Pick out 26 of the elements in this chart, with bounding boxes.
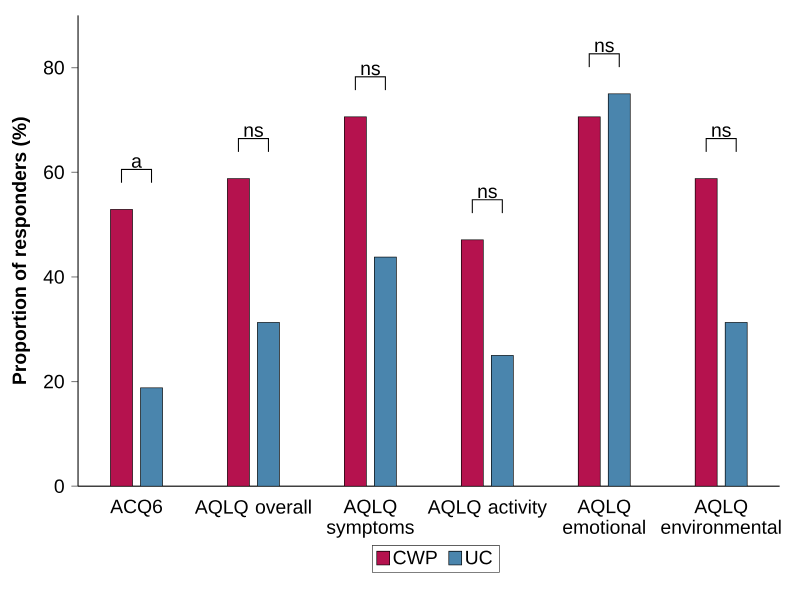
annotation: ns — [478, 187, 497, 198]
y-axis-title: Proportion of responders (%) — [12, 117, 30, 384]
bar — [724, 322, 748, 486]
y-tick-label: 40 — [44, 270, 64, 284]
y-tick-label: 0 — [54, 479, 64, 493]
bar — [374, 256, 397, 486]
annotation: ns — [361, 64, 380, 76]
bar — [490, 354, 514, 486]
annotation: ns — [595, 41, 614, 52]
x-tick-label: AQLQ emotional — [563, 499, 645, 534]
annotation: ns — [712, 126, 731, 137]
x-tick-label: ACQ6 — [110, 499, 162, 517]
bar — [257, 322, 280, 486]
x-tick-label: AQLQ environmental — [661, 499, 781, 534]
y-tick-label: 80 — [44, 60, 64, 74]
bar — [608, 93, 631, 486]
legend-label: CWP — [394, 550, 437, 564]
x-tick-label: AQLQ overall — [194, 499, 311, 518]
y-tick-label: 20 — [44, 374, 64, 388]
y-tick-label: 60 — [44, 165, 64, 180]
legend-label: UC — [466, 550, 492, 564]
annotation: a — [132, 157, 142, 168]
annotation: ns — [244, 126, 263, 137]
bar — [140, 387, 163, 486]
x-tick-label: AQLQ activity — [428, 499, 547, 518]
x-tick-label: AQLQ symptoms — [326, 499, 414, 538]
